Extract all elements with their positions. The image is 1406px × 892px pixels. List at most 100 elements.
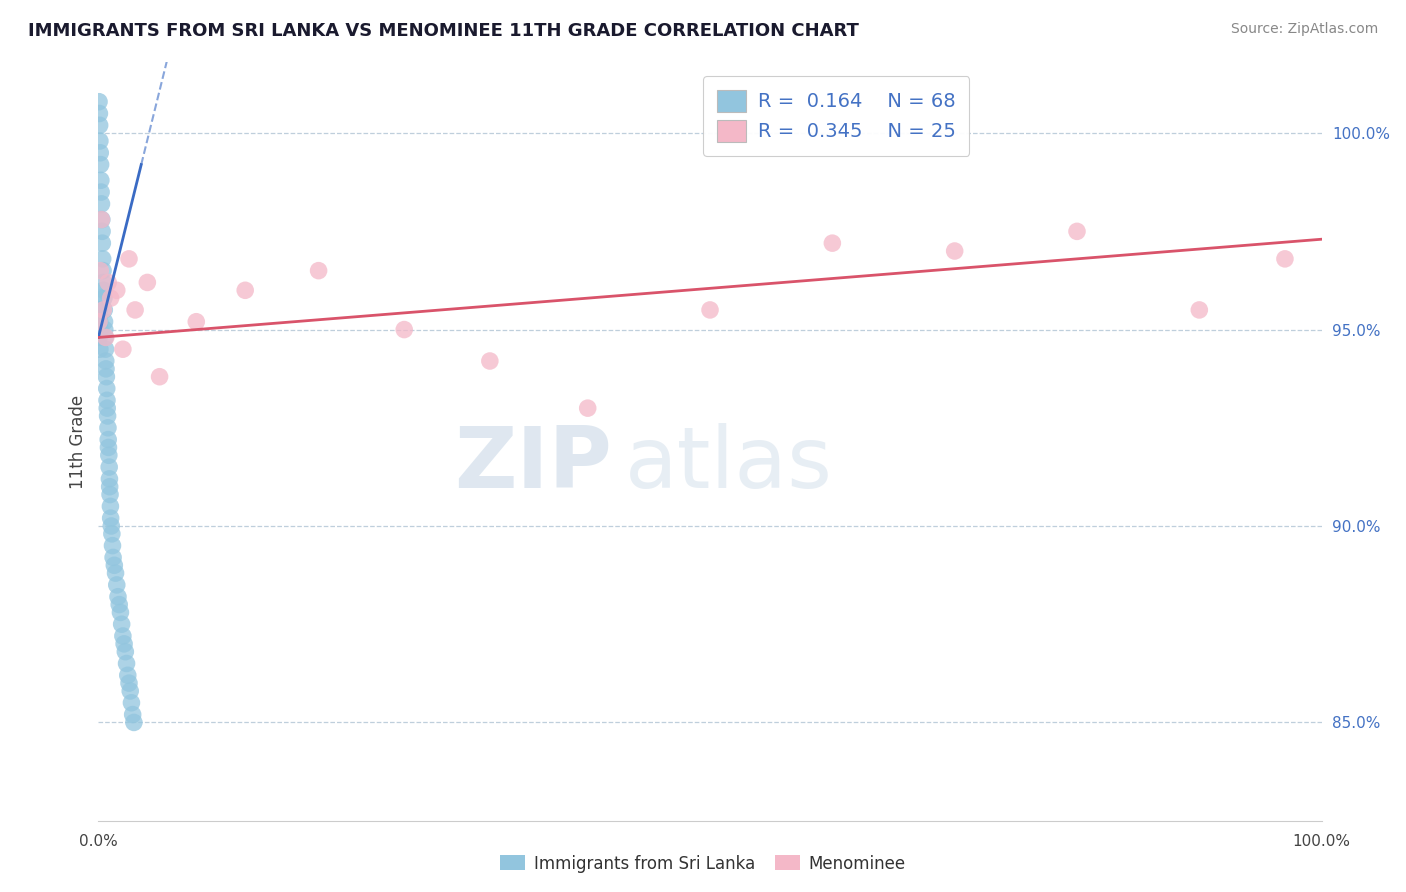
Point <box>97 276 120 290</box>
Point <box>97 441 120 455</box>
Point <box>87 315 110 329</box>
Legend: Immigrants from Sri Lanka, Menominee: Immigrants from Sri Lanka, Menominee <box>494 848 912 880</box>
Point <box>89 302 111 317</box>
Text: atlas: atlas <box>624 423 832 506</box>
Point <box>90 212 112 227</box>
Point <box>1274 252 1296 266</box>
Point <box>111 343 134 357</box>
Point <box>100 500 122 514</box>
Point <box>91 302 114 317</box>
Point <box>101 550 124 565</box>
Point <box>91 276 114 290</box>
Point <box>94 354 117 368</box>
Point <box>105 283 128 297</box>
Point <box>233 283 256 297</box>
Point <box>89 118 111 132</box>
Point <box>104 566 127 581</box>
Point <box>699 302 721 317</box>
Text: ZIP: ZIP <box>454 423 612 506</box>
Point <box>87 95 110 109</box>
Point <box>91 236 114 251</box>
Point <box>91 252 114 266</box>
Point <box>122 715 145 730</box>
Point <box>94 330 117 344</box>
Point <box>98 472 121 486</box>
Point <box>87 330 110 344</box>
Point <box>149 369 172 384</box>
Legend: R =  0.164    N = 68, R =  0.345    N = 25: R = 0.164 N = 68, R = 0.345 N = 25 <box>703 76 969 156</box>
Point <box>91 263 114 277</box>
Point <box>90 173 112 187</box>
Point <box>97 409 120 423</box>
Point <box>87 315 110 329</box>
Point <box>93 291 115 305</box>
Point <box>93 315 115 329</box>
Point <box>186 315 208 329</box>
Point <box>1066 224 1088 238</box>
Point <box>117 668 139 682</box>
Point <box>115 657 138 671</box>
Point <box>392 322 416 336</box>
Point <box>120 696 142 710</box>
Point <box>120 684 142 698</box>
Point <box>100 511 122 525</box>
Point <box>97 433 120 447</box>
Point <box>111 629 134 643</box>
Point <box>1188 302 1211 317</box>
Point <box>89 302 111 317</box>
Point <box>93 302 115 317</box>
Point <box>89 291 111 305</box>
Point <box>91 224 114 238</box>
Point <box>89 106 111 120</box>
Point <box>96 401 118 416</box>
Point <box>100 519 122 533</box>
Y-axis label: 11th Grade: 11th Grade <box>69 394 87 489</box>
Point <box>90 185 112 199</box>
Point <box>118 676 141 690</box>
Point <box>478 354 501 368</box>
Point <box>89 145 111 160</box>
Point <box>89 263 111 277</box>
Point <box>96 393 118 408</box>
Point <box>98 460 121 475</box>
Point <box>110 606 132 620</box>
Point <box>121 707 143 722</box>
Point <box>111 617 134 632</box>
Point <box>89 315 111 329</box>
Point <box>101 539 124 553</box>
Point <box>107 590 129 604</box>
Point <box>90 158 112 172</box>
Point <box>943 244 966 258</box>
Text: IMMIGRANTS FROM SRI LANKA VS MENOMINEE 11TH GRADE CORRELATION CHART: IMMIGRANTS FROM SRI LANKA VS MENOMINEE 1… <box>28 22 859 40</box>
Point <box>89 343 111 357</box>
Point <box>96 382 118 396</box>
Point <box>105 578 128 592</box>
Point <box>108 598 131 612</box>
Point <box>90 197 112 211</box>
Point <box>100 291 122 305</box>
Point <box>103 558 125 573</box>
Point <box>98 487 121 501</box>
Point <box>118 252 141 266</box>
Point <box>136 276 159 290</box>
Point <box>97 448 120 462</box>
Text: Source: ZipAtlas.com: Source: ZipAtlas.com <box>1230 22 1378 37</box>
Point <box>90 212 112 227</box>
Point <box>96 369 118 384</box>
Point <box>101 526 124 541</box>
Point <box>89 322 111 336</box>
Point <box>94 362 117 376</box>
Point <box>576 401 599 416</box>
Point <box>112 637 135 651</box>
Point <box>308 263 330 277</box>
Point <box>94 330 117 344</box>
Point <box>89 134 111 148</box>
Point <box>124 302 146 317</box>
Point <box>114 645 136 659</box>
Point <box>821 236 844 251</box>
Point <box>93 283 115 297</box>
Point <box>94 343 117 357</box>
Point <box>94 322 117 336</box>
Point <box>98 480 121 494</box>
Point <box>97 421 120 435</box>
